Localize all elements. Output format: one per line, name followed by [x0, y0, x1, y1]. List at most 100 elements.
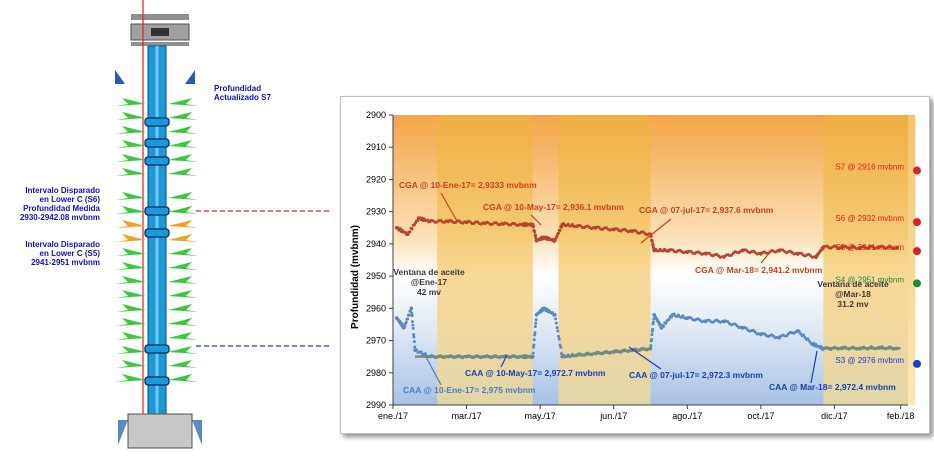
caa-point — [651, 327, 655, 331]
annotation-label: CGA @ 07-jul-17= 2,937.6 mvbnm — [639, 205, 774, 215]
caa-point — [689, 316, 693, 320]
sensor-label: S4 @ 2951 mvbnm — [835, 275, 904, 284]
frac-right-icon — [168, 318, 198, 326]
y-tick-label: 2920 — [366, 174, 386, 184]
cga-point — [530, 222, 535, 227]
cga-point — [685, 250, 690, 254]
y-tick-label: 2940 — [366, 239, 386, 249]
caa-point — [532, 343, 536, 347]
cga-point — [427, 219, 432, 224]
window-label: 31.2 mv — [837, 299, 868, 309]
perforation-group — [116, 98, 198, 382]
window-label: @Ene-17 — [411, 277, 447, 287]
wellhead-valve — [151, 28, 169, 36]
frac-left-icon — [116, 318, 146, 326]
cga-point — [777, 248, 782, 253]
frac-right-icon — [168, 276, 198, 284]
annotation-arrow — [424, 354, 442, 386]
bottom-shoe-right — [192, 420, 202, 445]
caa-point — [534, 321, 538, 325]
label-top-line-1: Profundidad — [214, 84, 262, 93]
caa-point — [795, 329, 800, 333]
cga-point — [542, 235, 546, 240]
frac-left-icon — [116, 374, 146, 382]
cga-point — [483, 221, 487, 226]
cga-point — [795, 251, 800, 256]
frac-left-icon — [116, 98, 146, 106]
caa-point — [410, 320, 414, 324]
cga-point — [667, 248, 671, 253]
frac-left-icon — [116, 168, 146, 176]
caa-point — [533, 333, 537, 337]
frac-right-icon — [168, 290, 198, 298]
packer-icon — [144, 206, 170, 216]
cga-point — [611, 227, 616, 232]
window-label: Ventana de aceite — [817, 279, 889, 289]
cga-point — [558, 228, 562, 232]
cga-point — [405, 232, 410, 237]
sensor-dot — [913, 166, 921, 175]
caa-point — [410, 311, 414, 315]
sensor-label: S3 @ 2976 mvbnm — [835, 356, 904, 365]
packer-icon — [144, 138, 170, 148]
label-s5: Intervalo Disparado en Lower C (S5) 2941… — [8, 240, 100, 267]
cga-point — [533, 230, 537, 234]
window-label: 42 mv — [417, 287, 441, 297]
caa-point — [404, 320, 408, 324]
caa-point — [419, 350, 423, 354]
well-diagram: Profundidad Actualizado S7 Intervalo Dis… — [0, 0, 340, 452]
cga-point — [652, 248, 656, 253]
caa-point — [807, 339, 811, 343]
annotation-label: CGA @ 10-Ene-17= 2,9333 mvbnm — [399, 180, 537, 190]
frac-left-icon — [116, 154, 146, 162]
caa-point — [553, 312, 557, 317]
caa-point — [557, 337, 561, 341]
cga-point — [722, 254, 726, 259]
caa-point — [410, 314, 414, 318]
y-tick-label: 2900 — [366, 110, 386, 120]
annotation-label: CAA @ Mar-18= 2,972.4 mvbnm — [769, 382, 896, 392]
caa-point — [413, 348, 417, 353]
frac-left-icon — [116, 112, 146, 120]
frac-right-icon — [168, 374, 198, 382]
caa-point — [542, 306, 546, 311]
sensor-markers: S7 @ 2916 mvbnm S6 @ 2932 mvbnm S5 @ 2941 … — [835, 163, 921, 368]
frac-right-icon — [168, 262, 198, 270]
x-tick-label: ago./17 — [672, 411, 702, 421]
frac-right-icon — [168, 346, 198, 354]
frac-right-icon — [168, 154, 198, 162]
cga-point — [814, 254, 818, 259]
caa-point — [722, 319, 726, 324]
caa-point — [670, 312, 675, 317]
caa-point — [413, 345, 417, 349]
sensor-dot — [913, 247, 921, 256]
cga-point — [398, 227, 402, 231]
packer-icon — [144, 376, 170, 386]
caa-point — [551, 311, 555, 315]
annotation-arrow — [440, 192, 458, 222]
annotation-arrow — [628, 346, 662, 370]
caa-point — [557, 334, 561, 338]
annotation-label: CAA @ 10-May-17= 2,972.7 mvbnm — [465, 368, 606, 378]
y-tick-label: 2930 — [366, 207, 386, 217]
caa-point — [733, 322, 737, 326]
caa-point — [726, 320, 730, 324]
caa-point — [650, 333, 654, 337]
caa-point — [556, 329, 560, 333]
caa-point — [659, 325, 664, 330]
caa-point — [785, 334, 789, 338]
cga-point — [416, 216, 421, 220]
caa-point — [667, 317, 671, 321]
frac-right-icon — [168, 168, 198, 176]
frac-right-icon — [168, 220, 198, 228]
frac-left-icon — [116, 192, 146, 200]
annotation-arrow — [530, 214, 542, 226]
frac-right-icon — [168, 140, 198, 148]
label-s6-line-3: Profundidad Medida — [23, 204, 100, 213]
cga-point — [446, 219, 450, 224]
x-tick-label: may./17 — [524, 411, 555, 421]
label-s5-line-1: Intervalo Disparado — [25, 240, 100, 249]
x-tick-label: feb./18 — [887, 411, 915, 421]
casing-shoe-right — [185, 70, 195, 84]
frac-right-icon — [168, 206, 198, 214]
